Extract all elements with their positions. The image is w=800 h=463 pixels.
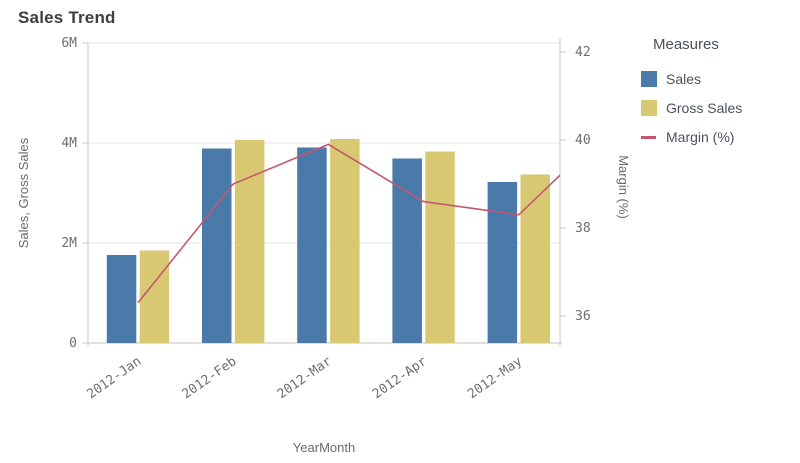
- bar-gross-sales[interactable]: [330, 139, 360, 343]
- legend-item-label: Sales: [666, 71, 702, 87]
- bar-sales[interactable]: [392, 158, 422, 344]
- legend-color-swatch: [641, 71, 657, 87]
- legend-color-swatch: [641, 100, 657, 116]
- left-axis-title: Sales, Gross Sales: [16, 137, 31, 248]
- bar-sales[interactable]: [202, 148, 232, 344]
- legend-items: Sales Gross Sales Margin (%): [641, 71, 797, 145]
- right-axis-tick-label: 42: [575, 45, 591, 60]
- left-axis-tick-label: 0: [69, 336, 77, 351]
- margin-line[interactable]: [137, 143, 561, 304]
- legend-item-sales[interactable]: Sales: [641, 71, 797, 87]
- bar-gross-sales[interactable]: [520, 174, 551, 344]
- right-axis-title: Margin (%): [616, 155, 631, 219]
- bar-sales[interactable]: [297, 147, 327, 344]
- bar-gross-sales[interactable]: [425, 151, 455, 344]
- left-axis-tick-label: 6M: [61, 36, 77, 51]
- legend-item-gross-sales[interactable]: Gross Sales: [641, 100, 797, 116]
- chart-title: Sales Trend: [18, 8, 116, 27]
- legend: Measures Sales Gross Sales Margin (%): [641, 36, 797, 158]
- right-axis-tick-label: 40: [575, 133, 591, 148]
- right-axis-tick-label: 36: [575, 309, 591, 324]
- x-axis-category-label[interactable]: 2012-Apr: [370, 354, 430, 402]
- bar-gross-sales[interactable]: [139, 250, 170, 344]
- x-axis-category-label[interactable]: 2012-Feb: [180, 354, 240, 402]
- x-axis-title: YearMonth: [293, 440, 355, 455]
- legend-item-margin[interactable]: Margin (%): [641, 129, 797, 145]
- left-axis-tick-label: 4M: [61, 136, 77, 151]
- left-axis-tick-label: 2M: [61, 236, 77, 251]
- bar-sales[interactable]: [106, 255, 137, 343]
- bar-gross-sales[interactable]: [234, 140, 265, 343]
- bar-sales[interactable]: [487, 182, 518, 343]
- x-axis-category-label[interactable]: 2012-Jan: [84, 354, 144, 402]
- legend-item-label: Gross Sales: [666, 100, 743, 116]
- x-axis-category-label[interactable]: 2012-May: [465, 354, 525, 402]
- right-axis-tick-label: 38: [575, 221, 591, 236]
- legend-item-label: Margin (%): [666, 129, 735, 145]
- x-axis-category-label[interactable]: 2012-Mar: [275, 354, 335, 402]
- legend-line-swatch: [641, 136, 656, 139]
- legend-title: Measures: [653, 36, 719, 53]
